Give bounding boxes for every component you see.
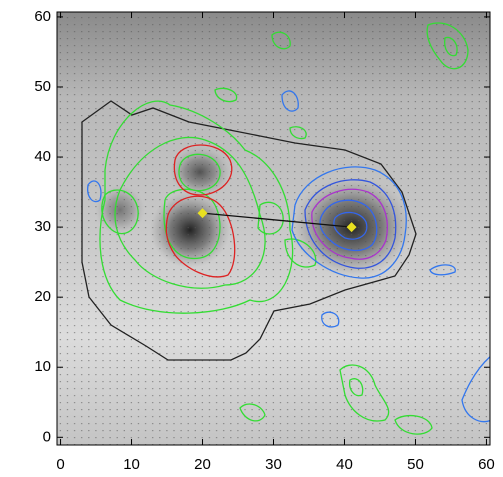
y-tick-label: 0	[43, 428, 51, 445]
y-tick-label: 30	[34, 218, 51, 235]
y-tick-label: 10	[34, 358, 51, 375]
x-tick-label: 40	[336, 456, 353, 473]
x-tick-label: 0	[56, 456, 64, 473]
y-tick-label: 40	[34, 148, 51, 165]
x-tick-label: 20	[194, 456, 211, 473]
point	[346, 222, 357, 233]
image	[57, 12, 490, 445]
x-tick-label: 30	[265, 456, 282, 473]
x-tick-label: 50	[407, 456, 424, 473]
x-tick-label: 10	[123, 456, 140, 473]
y-tick-label: 50	[34, 78, 51, 95]
point	[197, 208, 208, 219]
y-tick-label: 20	[34, 288, 51, 305]
x-tick-label: 60	[478, 456, 495, 473]
connector-line	[202, 212, 352, 228]
y-tick-label: 60	[34, 8, 51, 25]
